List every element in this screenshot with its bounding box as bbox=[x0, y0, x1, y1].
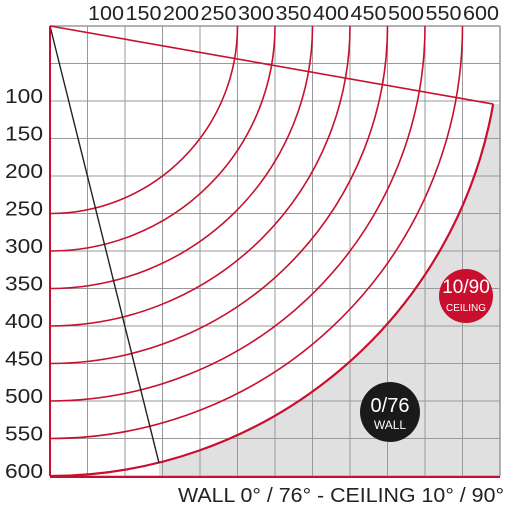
ceiling-badge bbox=[439, 269, 493, 323]
arc bbox=[49, 25, 351, 327]
arc bbox=[49, 25, 276, 252]
left-label: 600 bbox=[5, 461, 43, 483]
top-label: 450 bbox=[351, 3, 387, 25]
labels: 100 150 200 250 300 350 400 450 500 550 6001001502… bbox=[5, 3, 499, 483]
left-label: 550 bbox=[5, 424, 43, 446]
left-label: 100 bbox=[5, 86, 43, 108]
top-label: 350 bbox=[276, 3, 312, 25]
left-label: 150 bbox=[5, 124, 43, 146]
top-label: 400 bbox=[313, 3, 349, 25]
top-label: 300 bbox=[238, 3, 274, 25]
left-label: 350 bbox=[5, 274, 43, 296]
top-label: 250 bbox=[201, 3, 237, 25]
ceiling-badge-value: 10/90 bbox=[442, 277, 490, 298]
shaded-area bbox=[158, 104, 500, 476]
left-label: 300 bbox=[5, 236, 43, 258]
arc bbox=[49, 25, 239, 215]
arc bbox=[49, 25, 314, 290]
top-label: 500 bbox=[388, 3, 424, 25]
top-label: 550 bbox=[426, 3, 462, 25]
left-label: 500 bbox=[5, 386, 43, 408]
left-label: 250 bbox=[5, 199, 43, 221]
arcs bbox=[49, 25, 495, 478]
top-label: 150 bbox=[126, 3, 162, 25]
wall-line bbox=[49, 25, 160, 463]
arc bbox=[49, 25, 464, 440]
left-label: 200 bbox=[5, 161, 43, 183]
arc bbox=[49, 25, 389, 365]
arc bbox=[49, 103, 495, 478]
top-label: 200 bbox=[163, 3, 199, 25]
arc bbox=[49, 25, 426, 402]
left-label: 450 bbox=[5, 349, 43, 371]
top-label: 100 bbox=[88, 3, 124, 25]
ceiling-line bbox=[49, 25, 494, 105]
wall-badge-value: 0/76 bbox=[371, 395, 410, 417]
caption: WALL 0° / 76° - CEILING 10° / 90° bbox=[178, 485, 504, 507]
ceiling-badge-label: CEILING bbox=[446, 303, 486, 314]
left-label: 400 bbox=[5, 311, 43, 333]
top-label: 600 bbox=[463, 3, 499, 25]
wall-badge bbox=[360, 382, 420, 442]
wall-badge-label: WALL bbox=[374, 418, 407, 432]
